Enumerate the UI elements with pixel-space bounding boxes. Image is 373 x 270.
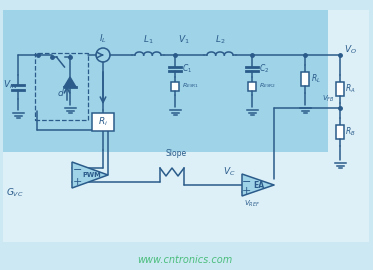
Text: Slope: Slope [165,149,186,158]
Text: $V_{FB}$: $V_{FB}$ [322,94,335,104]
Text: $V_{IN}$: $V_{IN}$ [3,79,18,91]
Text: EA: EA [253,181,264,190]
Text: $R_{ESR1}$: $R_{ESR1}$ [182,82,199,90]
Text: $V_{REF}$: $V_{REF}$ [244,199,260,209]
Bar [301,72,309,86]
Bar [35,53,88,120]
Bar [336,125,344,139]
Text: $V_O$: $V_O$ [344,44,357,56]
Text: PWM: PWM [83,172,101,178]
Polygon shape [64,77,76,87]
Text: $V_1$: $V_1$ [178,33,189,46]
Text: d: d [57,89,63,97]
Text: www.cntronics.com: www.cntronics.com [137,255,233,265]
Bar [3,152,369,242]
Text: $R_i$: $R_i$ [98,116,108,128]
Polygon shape [72,162,108,188]
Text: $R_B$: $R_B$ [345,126,356,138]
Bar [336,82,344,96]
Bar [328,10,369,242]
Text: $G_{VC}$: $G_{VC}$ [6,187,24,199]
Text: $L_2$: $L_2$ [215,33,225,46]
Text: $-$: $-$ [241,174,251,184]
Text: $R_L$: $R_L$ [311,73,321,85]
Text: $V_C$: $V_C$ [223,166,235,178]
Bar [92,113,114,131]
Text: $+$: $+$ [72,176,82,187]
Bar [171,82,179,90]
Text: $-$: $-$ [72,164,82,174]
Text: $R_A$: $R_A$ [345,83,355,95]
Bar [248,82,256,90]
Text: $+$: $+$ [241,185,251,196]
Bar [3,10,369,242]
Text: $L_1$: $L_1$ [143,33,153,46]
Text: $I_L$: $I_L$ [99,32,107,45]
Text: $C_2$: $C_2$ [259,63,269,75]
Text: $C_1$: $C_1$ [182,63,192,75]
Polygon shape [242,174,274,196]
Text: $R_{ESR2}$: $R_{ESR2}$ [259,82,276,90]
Bar [3,10,331,155]
